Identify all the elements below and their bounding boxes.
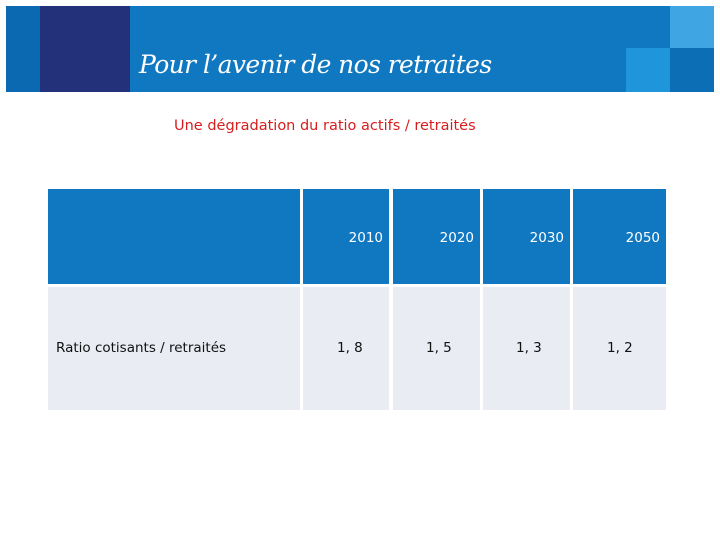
table-cell-2010: 1, 8 — [303, 287, 389, 410]
banner-navy-block — [40, 6, 130, 92]
table-header-empty — [48, 189, 300, 284]
ratio-table: 2010 2020 2030 2050 Ratio cotisants / re… — [48, 189, 666, 410]
table-header-2010: 2010 — [303, 189, 389, 284]
banner-square-mid — [626, 48, 670, 92]
slide-title: Une dégradation du ratio actifs / retrai… — [174, 118, 476, 134]
table-header-label: 2030 — [529, 230, 564, 246]
banner-title: Pour l’avenir de nos retraites — [139, 50, 492, 79]
table-header-label: 2010 — [348, 230, 383, 246]
cell-value: 1, 8 — [337, 340, 363, 356]
banner-stripe-left — [6, 6, 40, 92]
table-header-2030: 2030 — [483, 189, 570, 284]
table-row-label: Ratio cotisants / retraités — [48, 287, 300, 410]
banner-square-dark — [670, 48, 714, 92]
cell-value: 1, 2 — [607, 340, 633, 356]
banner-square-light — [670, 6, 714, 48]
cell-value: 1, 5 — [426, 340, 452, 356]
table-header-2050: 2050 — [573, 189, 666, 284]
table-cell-2020: 1, 5 — [393, 287, 480, 410]
table-header-label: 2020 — [439, 230, 474, 246]
table-header-label: 2050 — [625, 230, 660, 246]
table-cell-2050: 1, 2 — [573, 287, 666, 410]
row-label: Ratio cotisants / retraités — [56, 340, 227, 356]
table-cell-2030: 1, 3 — [483, 287, 570, 410]
header-banner: Pour l’avenir de nos retraites — [6, 6, 714, 92]
table-header-2020: 2020 — [393, 189, 480, 284]
cell-value: 1, 3 — [516, 340, 542, 356]
